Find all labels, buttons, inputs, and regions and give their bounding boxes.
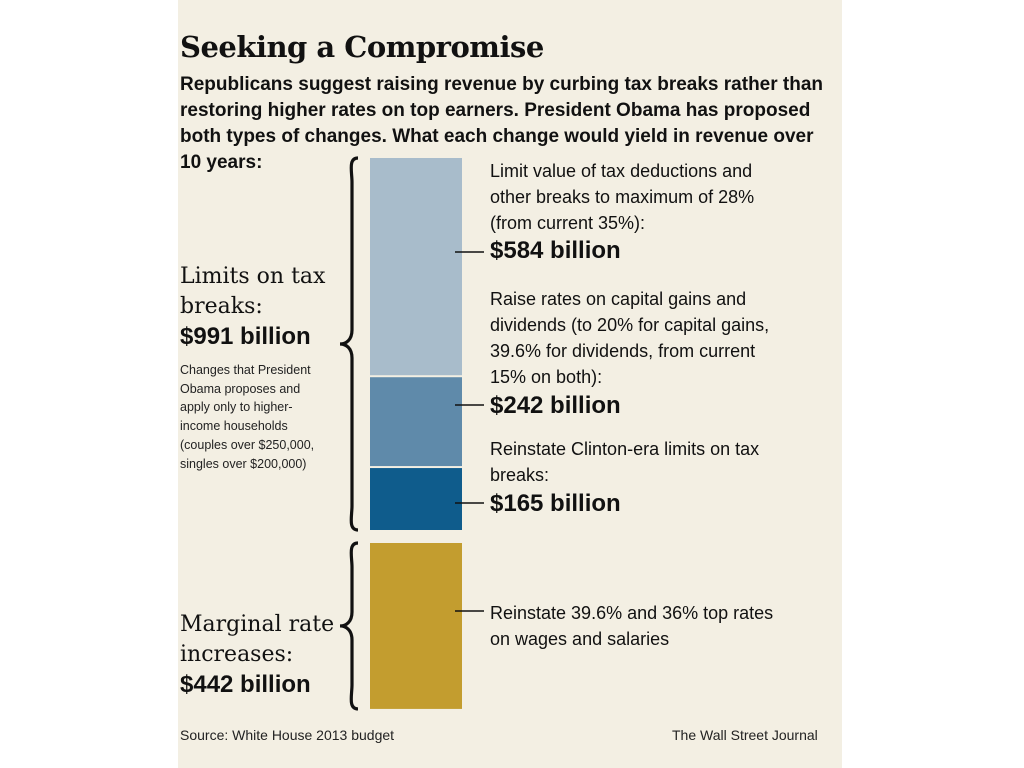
- item-value-label: $584 billion: [490, 237, 621, 264]
- bar-segment: [370, 158, 462, 376]
- group-total: $991 billion: [180, 323, 311, 350]
- item-description: Reinstate 39.6% and 36% top rates on wag…: [490, 600, 830, 652]
- item-description: Reinstate Clinton-era limits on tax brea…: [490, 436, 830, 488]
- group-label-tax-breaks: Limits on tax breaks: $991 billion: [180, 262, 340, 352]
- item-description-line: Reinstate 39.6% and 36% top rates: [490, 603, 774, 623]
- item-description-line: breaks:: [490, 465, 550, 485]
- bar-segment: [370, 468, 462, 530]
- item-description-line: 15% on both):: [490, 367, 603, 387]
- publisher-credit: The Wall Street Journal: [672, 727, 818, 743]
- item-description-line: Limit value of tax deductions and: [490, 161, 753, 181]
- group-label-line: breaks:: [180, 294, 263, 319]
- bar-segment: [370, 377, 462, 467]
- chart-title: Seeking a Compromise: [180, 30, 544, 64]
- group-label-line: increases:: [180, 642, 294, 667]
- bar-segment: [370, 543, 462, 709]
- item-value-label: $242 billion: [490, 392, 621, 419]
- item-description-line: on wages and salaries: [490, 629, 670, 649]
- item-description: Limit value of tax deductions and other …: [490, 158, 830, 236]
- item-description-line: Raise rates on capital gains and: [490, 289, 747, 309]
- item-description-line: other breaks to maximum of 28%: [490, 187, 755, 207]
- item-description-line: Reinstate Clinton-era limits on tax: [490, 439, 760, 459]
- group-label-line: Limits on tax: [180, 264, 326, 289]
- item-description: Raise rates on capital gains and dividen…: [490, 286, 830, 390]
- item-description-line: 39.6% for dividends, from current: [490, 341, 756, 361]
- group-brace: [339, 541, 359, 711]
- item-description-line: dividends (to 20% for capital gains,: [490, 315, 770, 335]
- item-description-line: (from current 35%):: [490, 213, 646, 233]
- group-brace: [339, 156, 359, 532]
- group-total: $442 billion: [180, 671, 311, 698]
- chart-subtitle: Republicans suggest raising revenue by c…: [180, 74, 824, 173]
- source-note: Source: White House 2013 budget: [180, 727, 395, 743]
- group-label-marginal-rates: Marginal rate increases: $442 billion: [180, 610, 340, 700]
- group-note: Changes that President Obama proposes an…: [180, 363, 315, 471]
- item-value-label: $165 billion: [490, 490, 621, 517]
- group-label-line: Marginal rate: [180, 612, 335, 637]
- graphic-panel: [178, 0, 842, 768]
